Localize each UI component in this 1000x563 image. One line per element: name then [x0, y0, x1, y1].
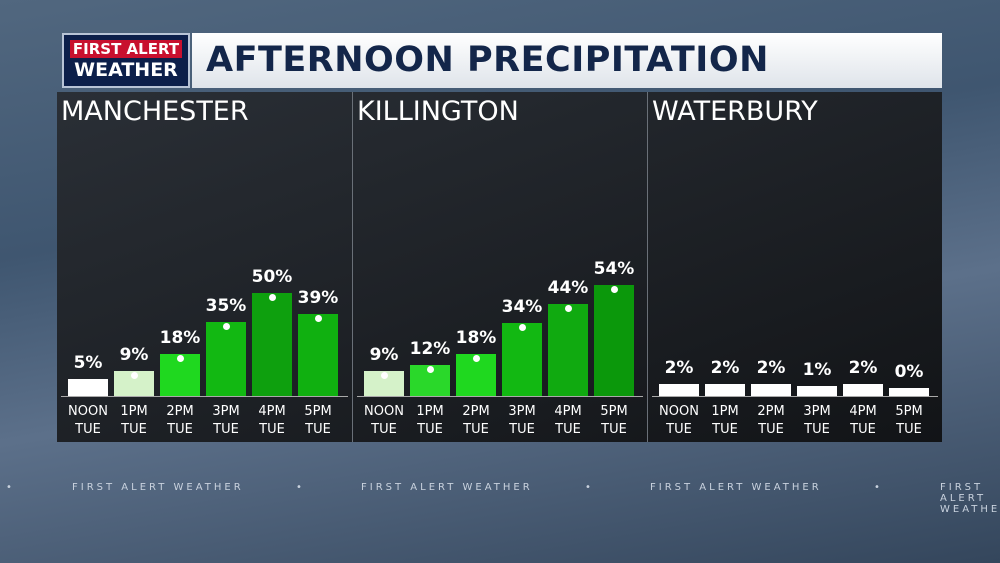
separator: • — [585, 482, 591, 493]
value-label: 12% — [409, 339, 451, 360]
value-label: 34% — [501, 297, 543, 318]
baseline — [357, 396, 643, 397]
value-label: 2% — [848, 358, 878, 379]
x-tick-label: 5PM TUE — [304, 404, 332, 437]
separator: • — [6, 482, 12, 493]
value-label: 18% — [159, 327, 201, 348]
bar-marker — [564, 305, 572, 313]
x-tick-label: NOON TUE — [68, 404, 108, 437]
baseline — [652, 396, 938, 397]
x-tick-label: 1PM TUE — [711, 404, 739, 437]
chart: KILLINGTON 9% NOON TUE 12% 1PM TUE 18% 2PM TUE… — [352, 92, 647, 442]
value-label: 1% — [802, 360, 832, 381]
x-tick-label: 3PM TUE — [212, 404, 240, 437]
chart: MANCHESTER 5% NOON TUE 9% 1PM TUE 18% 2PM TUE 3… — [57, 92, 352, 442]
separator: • — [296, 482, 302, 493]
bar-marker — [222, 322, 230, 330]
bar — [594, 285, 634, 396]
chart-title: KILLINGTON — [357, 96, 519, 127]
logo: FIRST ALERT WEATHER — [62, 33, 190, 88]
value-label: 2% — [710, 358, 740, 379]
value-label: 9% — [369, 344, 399, 365]
value-label: 35% — [205, 295, 247, 316]
separator: • — [874, 482, 880, 493]
chart-title: MANCHESTER — [61, 96, 249, 127]
x-tick-label: 4PM TUE — [849, 404, 877, 437]
bar — [502, 323, 542, 396]
chart-title: WATERBURY — [652, 96, 818, 127]
ticker: FIRST ALERT WEATHER — [72, 482, 244, 493]
bar-marker — [426, 366, 434, 374]
x-tick-label: 3PM TUE — [803, 404, 831, 437]
logo-line: FIRST ALERT — [69, 40, 183, 58]
bar-marker — [84, 379, 92, 387]
x-tick-label: 2PM TUE — [166, 404, 194, 437]
chart: WATERBURY 2% NOON TUE 2% 1PM TUE 2% 2PM TUE 1% 3… — [647, 92, 942, 442]
value-label: 0% — [894, 362, 924, 382]
x-tick-label: 3PM TUE — [508, 404, 536, 437]
bar — [68, 378, 108, 396]
bar-marker — [268, 294, 276, 301]
bar — [206, 321, 246, 396]
x-tick-label: 1PM TUE — [416, 404, 444, 437]
x-tick-label: 2PM TUE — [462, 404, 490, 437]
x-tick-label: 4PM TUE — [554, 404, 582, 437]
value-label: 2% — [756, 358, 786, 379]
ticker: FIRST ALERT WEATHER — [361, 482, 533, 493]
bar — [548, 304, 588, 396]
bar-marker — [472, 354, 480, 362]
x-tick-label: 5PM TUE — [600, 404, 628, 437]
x-tick-label: 5PM TUE — [895, 404, 923, 437]
x-tick-label: 1PM TUE — [120, 404, 148, 437]
value-label: 54% — [593, 259, 635, 280]
title: AFTERNOON PRECIPITATION CHANCES — [192, 33, 942, 135]
bar-marker — [721, 385, 729, 393]
ticker: FIRST ALERT WEATHER — [650, 482, 822, 493]
bar — [252, 293, 292, 396]
bar-marker — [518, 324, 526, 332]
bar-marker — [176, 354, 184, 362]
logo-line: WEATHER — [74, 59, 178, 81]
x-tick-label: 4PM TUE — [258, 404, 286, 437]
value-label: 5% — [73, 352, 103, 373]
chart-panel: MANCHESTER 5% NOON TUE 9% 1PM TUE 18% 2PM TUE 3… — [57, 92, 942, 442]
baseline — [61, 396, 348, 397]
value-label: 44% — [547, 278, 589, 299]
bar-marker — [813, 387, 821, 395]
bar-marker — [859, 385, 867, 393]
value-label: 2% — [664, 358, 694, 379]
ticker: FIRST ALERT WEATHER — [940, 482, 1000, 515]
value-label: 18% — [455, 327, 497, 348]
bar — [298, 313, 338, 396]
bar-marker — [610, 286, 618, 294]
value-label: 50% — [251, 267, 293, 287]
bar-marker — [314, 314, 322, 322]
x-tick-label: NOON TUE — [364, 404, 404, 437]
value-label: 9% — [119, 344, 149, 365]
value-label: 39% — [297, 287, 339, 308]
bar-marker — [905, 389, 913, 396]
x-tick-label: 2PM TUE — [757, 404, 785, 437]
bar-marker — [380, 371, 388, 379]
bar-marker — [130, 371, 138, 379]
x-tick-label: NOON TUE — [659, 404, 699, 437]
bar-marker — [675, 385, 683, 393]
bar-marker — [767, 385, 775, 393]
